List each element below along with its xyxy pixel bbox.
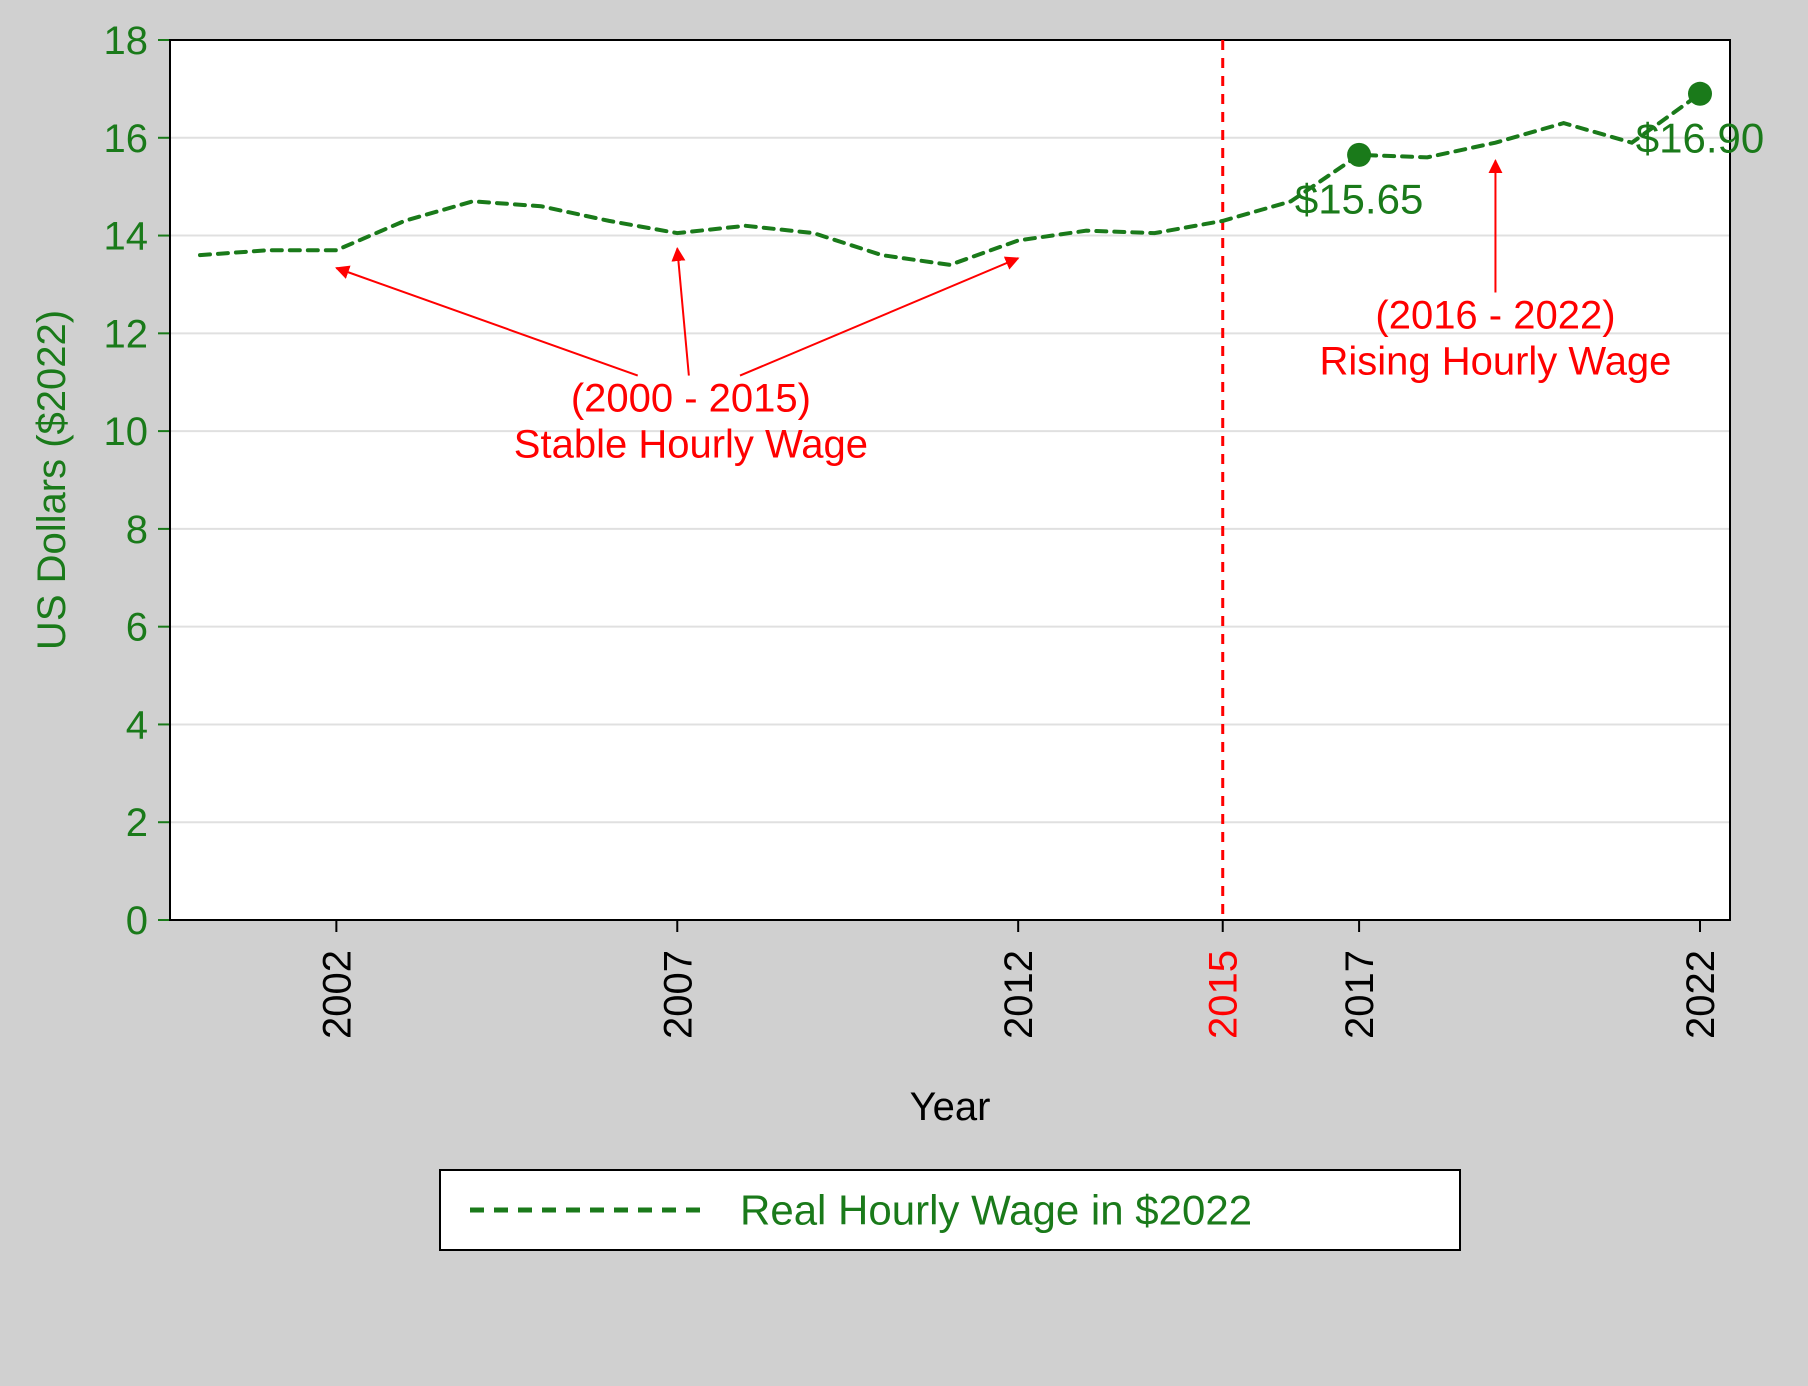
ytick-label: 16 [104,117,149,161]
marker-point [1688,82,1712,106]
xtick-label: 2022 [1679,950,1723,1039]
marker-label: $15.65 [1295,176,1423,223]
ytick-label: 10 [104,410,149,454]
wage-chart-svg: 0 2 4 6 8 10 12 14 16 18 2002 2007 2012 2015 2017 2022 Y… [0,0,1808,1386]
chart-container: 0 2 4 6 8 10 12 14 16 18 2002 2007 2012 2015 2017 2022 Y… [0,0,1808,1386]
annotation-text: Stable Hourly Wage [514,423,868,467]
marker-point [1347,143,1371,167]
marker-label: $16.90 [1636,114,1764,161]
x-axis-title: Year [910,1085,991,1129]
ytick-label: 14 [104,215,149,259]
annotation-text: (2000 - 2015) [571,377,811,421]
annotation-text: Rising Hourly Wage [1319,339,1671,383]
ytick-label: 6 [126,606,148,650]
ytick-label: 18 [104,19,149,63]
xtick-label: 2012 [997,950,1041,1039]
ytick-label: 2 [126,801,148,845]
y-axis-title: US Dollars ($2022) [30,310,74,650]
ytick-label: 4 [126,703,148,747]
xtick-label: 2017 [1338,950,1382,1039]
xtick-label: 2002 [315,950,359,1039]
xtick-label: 2015 [1202,950,1246,1039]
ytick-label: 0 [126,899,148,943]
ytick-label: 8 [126,508,148,552]
legend-label: Real Hourly Wage in $2022 [740,1187,1252,1234]
annotation-text: (2016 - 2022) [1375,293,1615,337]
ytick-label: 12 [104,312,149,356]
xtick-label: 2007 [656,950,700,1039]
